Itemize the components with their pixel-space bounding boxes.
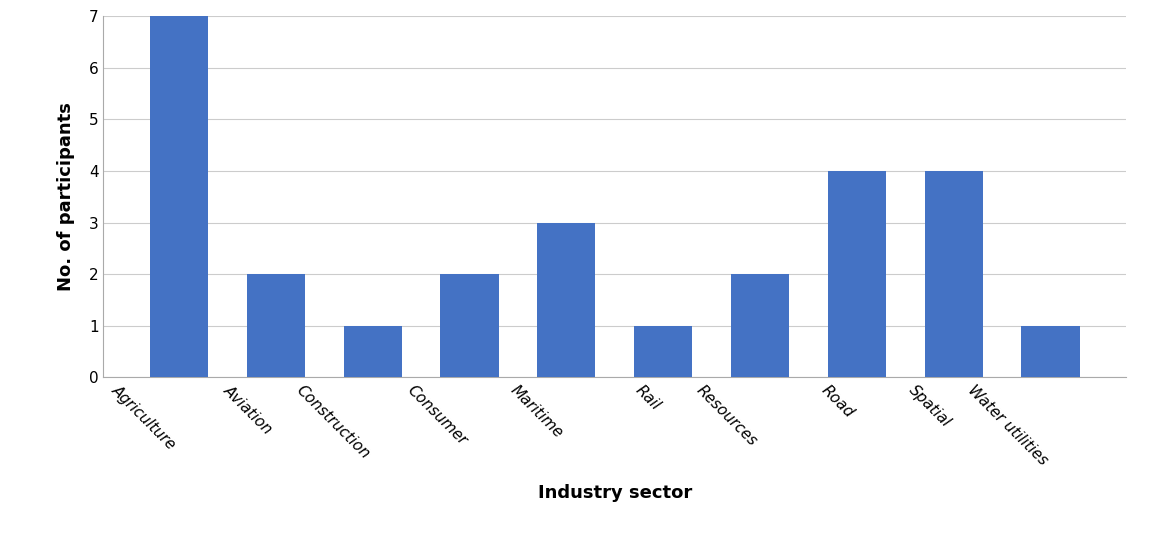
Bar	[538, 223, 595, 377]
Bar	[731, 274, 789, 377]
Bar	[634, 326, 692, 377]
Bar	[1021, 326, 1080, 377]
Y-axis label: No. of participants: No. of participants	[57, 102, 75, 291]
Bar	[149, 16, 208, 377]
Bar	[440, 274, 499, 377]
Bar	[344, 326, 402, 377]
Bar	[247, 274, 304, 377]
Bar	[925, 171, 982, 377]
Bar	[827, 171, 886, 377]
X-axis label: Industry sector: Industry sector	[538, 485, 692, 502]
